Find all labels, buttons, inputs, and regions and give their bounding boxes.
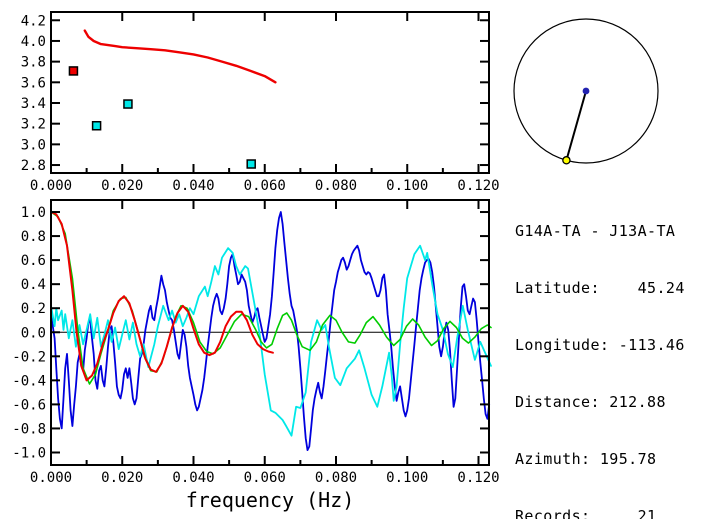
x-tick-label: 0.020 — [101, 178, 143, 194]
latitude-line: Latitude: 45.24 — [515, 279, 685, 297]
y-tick-label: 3.6 — [21, 75, 46, 91]
azimuth-line: Azimuth: 195.78 — [515, 450, 657, 468]
x-tick-label: 0.040 — [172, 470, 214, 486]
y-tick-label: 1.0 — [21, 205, 46, 221]
velocity-dispersion-plot-border — [50, 11, 490, 174]
x-tick-label: 0.120 — [457, 178, 499, 194]
y-axis-ticks: 1.0 0.8 0.6 0.4 0.2 0.0 -0.2 -0.4 -0.6 -0.8 -1.0 — [12, 205, 489, 461]
y-tick-label: -0.6 — [12, 397, 46, 413]
x-axis-ticks: 0.000 0.020 0.040 0.060 0.080 0.100 0.120 — [30, 12, 500, 194]
y-tick-label: -0.2 — [12, 349, 46, 365]
y-tick-label: 3.2 — [21, 117, 46, 133]
azimuth-circle-outline — [513, 18, 659, 164]
y-tick-label: 0.0 — [21, 325, 46, 341]
y-tick-label: 4.2 — [21, 13, 46, 29]
x-tick-label: 0.060 — [244, 470, 286, 486]
azimuth-ray — [565, 90, 587, 161]
y-tick-label: -1.0 — [12, 445, 46, 461]
y-tick-label: -0.4 — [12, 373, 46, 389]
velocity-dispersion-plot-area[interactable] — [51, 12, 489, 173]
y-tick-label: 3.8 — [21, 55, 46, 71]
x-tick-label: 0.000 — [30, 178, 72, 194]
x-tick-label: 0.120 — [457, 470, 499, 486]
x-tick-label: 0.100 — [386, 470, 428, 486]
y-tick-label: -0.8 — [12, 421, 46, 437]
y-tick-label: 0.2 — [21, 301, 46, 317]
x-axis-label: frequency (Hz) — [186, 488, 355, 512]
y-tick-label: 3.4 — [21, 96, 46, 112]
velocity-dispersion-plot: 0.000 0.020 0.040 0.060 0.080 0.100 0.1204.24.… — [21, 11, 500, 194]
station-pair-title: G14A-TA - J13A-TA — [515, 222, 676, 240]
y-tick-label: 0.8 — [21, 229, 46, 245]
y-tick-label: 0.4 — [21, 277, 46, 293]
y-tick-label: 4.0 — [21, 34, 46, 50]
picked-point[interactable] — [91, 120, 102, 131]
fitted-spectrum-red — [50, 211, 274, 382]
x-tick-label: 0.080 — [315, 470, 357, 486]
y-tick-label: 2.8 — [21, 158, 46, 174]
x-tick-label: 0.020 — [101, 470, 143, 486]
longitude-line: Longitude: -113.46 — [515, 336, 685, 354]
picked-point[interactable] — [123, 99, 133, 109]
y-tick-label: 0.6 — [21, 253, 46, 269]
x-tick-label: 0.100 — [386, 178, 428, 194]
x-axis-ticks: 0.000 0.020 0.040 0.060 0.080 0.100 0.120 — [30, 200, 500, 486]
x-tick-label: 0.060 — [244, 178, 286, 194]
station-pair-info: G14A-TA - J13A-TA Latitude: 45.24 Longit… — [515, 184, 685, 519]
cross-correlation-spectrum-plot: 0.000 0.020 0.040 0.060 0.080 0.100 0.1201.00.… — [12, 199, 500, 512]
x-tick-label: 0.040 — [172, 178, 214, 194]
dispersion-curve — [83, 29, 277, 84]
picked-point[interactable] — [68, 66, 79, 76]
y-axis-ticks: 4.2 4.0 3.8 3.6 3.4 3.2 3.0 2.8 — [21, 13, 489, 174]
records-line: Records: 21 — [515, 507, 657, 519]
x-tick-label: 0.080 — [315, 178, 357, 194]
reference-station-dot — [582, 87, 590, 95]
x-tick-label: 0.000 — [30, 470, 72, 486]
y-tick-label: 3.0 — [21, 137, 46, 153]
target-station-dot — [562, 156, 571, 165]
distance-line: Distance: 212.88 — [515, 393, 666, 411]
azimuth-compass — [513, 18, 659, 165]
picked-point[interactable] — [246, 159, 256, 169]
observed-spectrum-cyan — [50, 244, 492, 437]
